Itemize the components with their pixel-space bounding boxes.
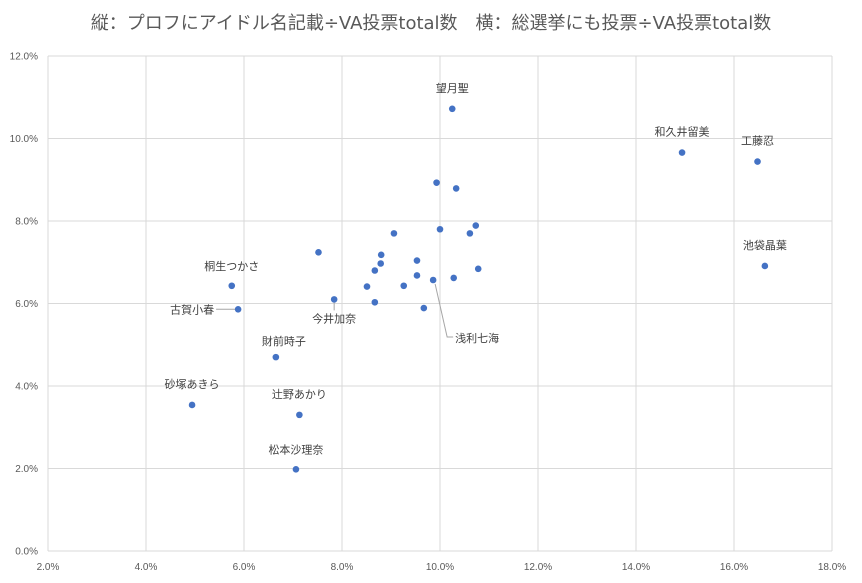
data-point bbox=[466, 230, 474, 237]
data-point bbox=[330, 296, 338, 303]
x-tick-label: 16.0% bbox=[720, 562, 748, 573]
data-point bbox=[429, 276, 437, 284]
data-point bbox=[448, 105, 456, 113]
x-tick-label: 12.0% bbox=[524, 562, 552, 573]
data-point bbox=[371, 267, 379, 274]
leader-lines bbox=[216, 283, 454, 338]
data-point bbox=[436, 225, 444, 233]
data-point bbox=[228, 282, 236, 290]
data-point bbox=[400, 282, 408, 290]
x-tick-label: 6.0% bbox=[233, 562, 256, 573]
y-tick-label: 8.0% bbox=[15, 217, 38, 228]
gridlines bbox=[47, 55, 833, 552]
data-point bbox=[420, 304, 428, 312]
data-point bbox=[433, 179, 440, 186]
data-point bbox=[413, 257, 421, 264]
y-tick-label: 0.0% bbox=[15, 547, 38, 558]
data-label: 砂塚あきら bbox=[165, 378, 220, 391]
y-tick-label: 4.0% bbox=[15, 382, 38, 393]
data-label: 松本沙理奈 bbox=[268, 442, 323, 456]
data-point bbox=[363, 283, 371, 290]
chart-title: 縦：プロフにアイドル名記載÷VA投票total数 横：総選挙にも投票÷VA投票t… bbox=[91, 13, 772, 34]
data-point bbox=[413, 272, 421, 279]
data-point bbox=[754, 158, 761, 165]
y-tick-label: 12.0% bbox=[10, 52, 38, 63]
data-point bbox=[450, 274, 458, 282]
x-tick-label: 2.0% bbox=[37, 562, 60, 573]
data-point bbox=[377, 260, 385, 267]
data-label: 古賀小春 bbox=[170, 303, 214, 316]
data-point bbox=[234, 305, 242, 313]
data-point bbox=[452, 185, 460, 192]
data-point bbox=[390, 230, 398, 237]
data-point bbox=[292, 466, 300, 473]
data-label: 工藤忍 bbox=[741, 135, 774, 148]
y-tick-label: 2.0% bbox=[15, 464, 38, 475]
data-point bbox=[472, 222, 480, 229]
data-label: 和久井留美 bbox=[655, 125, 710, 139]
data-label: 望月聖 bbox=[436, 82, 469, 95]
data-label: 浅利七海 bbox=[455, 331, 499, 345]
x-tick-label: 18.0% bbox=[818, 562, 846, 573]
data-point bbox=[188, 401, 196, 409]
data-label: 財前時子 bbox=[262, 334, 306, 348]
data-point bbox=[371, 298, 379, 306]
data-label: 辻野あかり bbox=[272, 387, 327, 401]
data-point bbox=[474, 265, 482, 273]
data-label: 池袋晶葉 bbox=[743, 238, 787, 252]
label-leader-line bbox=[434, 283, 454, 338]
data-point bbox=[377, 251, 385, 259]
data-point bbox=[315, 249, 322, 256]
tick-labels: 0.0% 2.0% 4.0% 6.0% 8.0% 10.0% 12.0% 2.0% 4.0% 6.… bbox=[10, 52, 847, 574]
data-point bbox=[272, 353, 280, 361]
data-point bbox=[296, 411, 303, 419]
y-tick-label: 10.0% bbox=[10, 134, 38, 145]
data-point bbox=[678, 149, 686, 156]
x-tick-label: 4.0% bbox=[135, 562, 158, 573]
data-point bbox=[761, 262, 769, 270]
data-points bbox=[188, 105, 769, 473]
data-label: 今井加奈 bbox=[312, 311, 356, 325]
y-tick-label: 6.0% bbox=[15, 299, 38, 310]
x-tick-label: 14.0% bbox=[622, 562, 650, 573]
x-tick-label: 10.0% bbox=[426, 562, 454, 573]
x-tick-label: 8.0% bbox=[331, 562, 354, 573]
data-label: 桐生つかさ bbox=[204, 259, 259, 273]
